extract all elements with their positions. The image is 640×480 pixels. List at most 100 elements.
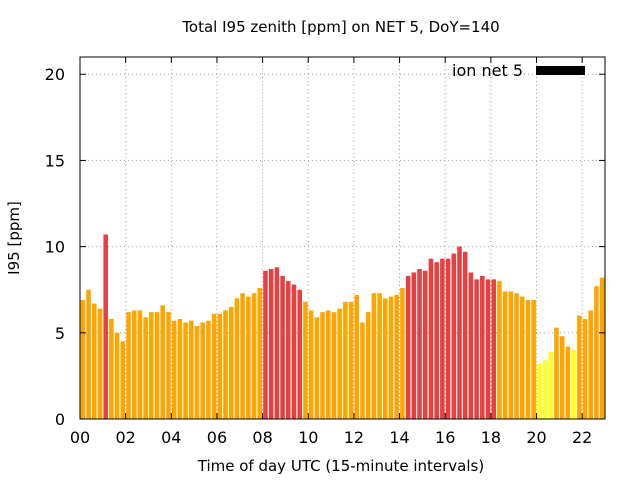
bar (445, 258, 451, 419)
x-tick-label: 04 (161, 428, 181, 447)
bar (160, 305, 166, 419)
bar (143, 317, 148, 419)
y-tick-label: 15 (45, 151, 65, 170)
bar (343, 301, 348, 419)
bar (405, 275, 411, 419)
bar (228, 306, 234, 419)
bar (223, 310, 228, 419)
bar (428, 258, 434, 419)
bar (131, 310, 137, 419)
bar (594, 286, 599, 419)
bar (166, 312, 171, 419)
bar (348, 301, 354, 419)
bar (177, 319, 183, 419)
bar (188, 320, 194, 419)
bar (565, 346, 571, 419)
bar (537, 363, 542, 419)
bar (86, 289, 91, 419)
bar (80, 300, 86, 419)
bar (497, 281, 502, 419)
bar (519, 296, 525, 419)
bar (582, 319, 588, 419)
bar (383, 298, 388, 419)
bar (588, 310, 594, 419)
bar (388, 296, 394, 419)
bar (354, 294, 360, 419)
bar (417, 269, 422, 419)
bar (462, 251, 468, 419)
bar (217, 313, 223, 419)
x-tick-label: 12 (344, 428, 364, 447)
bar (154, 312, 160, 419)
bar (308, 310, 314, 419)
x-tick-label: 10 (298, 428, 318, 447)
bar (485, 279, 491, 419)
bar (263, 270, 268, 419)
bar (303, 301, 308, 419)
bar (297, 289, 302, 419)
legend-swatch (536, 66, 585, 75)
y-axis-label: I95 [ppm] (5, 201, 23, 275)
bar (577, 315, 582, 419)
bar (211, 313, 217, 419)
x-tick-label: 06 (207, 428, 227, 447)
bar (325, 310, 331, 419)
bar (137, 310, 143, 419)
bar (280, 275, 285, 419)
bar (120, 341, 126, 419)
bar (480, 275, 485, 419)
bar (194, 325, 200, 419)
bar (97, 308, 103, 419)
bar (268, 269, 274, 419)
bar (331, 312, 337, 419)
bar (525, 300, 531, 419)
bar (171, 320, 177, 419)
legend: ion net 5 (452, 61, 585, 80)
y-tick-label: 10 (45, 238, 65, 257)
y-tick-label: 0 (55, 410, 65, 429)
bar (508, 291, 514, 419)
bar (468, 272, 474, 419)
bar (377, 293, 382, 419)
bar (422, 270, 428, 419)
bar (257, 287, 263, 419)
x-tick-label: 18 (481, 428, 501, 447)
x-axis-label: Time of day UTC (15-minute intervals) (197, 457, 484, 475)
bar (400, 287, 405, 419)
y-tick-label: 20 (45, 65, 65, 84)
bar (559, 336, 565, 419)
x-tick-label: 22 (572, 428, 592, 447)
bar (514, 293, 519, 419)
bar (246, 296, 251, 419)
bar (286, 281, 291, 419)
bar (200, 322, 205, 419)
plot-frame (79, 56, 606, 420)
bar (149, 312, 154, 419)
bar (394, 294, 399, 419)
bar (314, 317, 320, 419)
y-tick-label: 5 (55, 324, 65, 343)
bar (411, 272, 417, 419)
bar (502, 291, 508, 419)
bar (371, 293, 377, 419)
bar (365, 312, 371, 419)
bar (531, 300, 536, 419)
bar (457, 246, 462, 419)
x-tick-label: 08 (252, 428, 272, 447)
bar (103, 234, 108, 419)
chart-title: Total I95 zenith [ppm] on NET 5, DoY=140 (181, 18, 499, 36)
x-tick-label: 20 (526, 428, 546, 447)
grid (80, 57, 605, 419)
x-tick-label: 02 (115, 428, 135, 447)
bar (234, 298, 240, 419)
bar (206, 320, 211, 419)
bar (599, 277, 605, 419)
bar (274, 267, 280, 419)
bar (491, 279, 497, 419)
bar (183, 322, 188, 419)
x-tick-label: 14 (389, 428, 409, 447)
bar (251, 293, 257, 419)
x-tick-label: 16 (435, 428, 455, 447)
bar (548, 351, 554, 419)
